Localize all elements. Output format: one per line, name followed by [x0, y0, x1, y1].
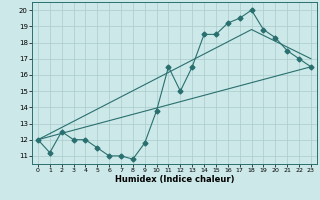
X-axis label: Humidex (Indice chaleur): Humidex (Indice chaleur): [115, 175, 234, 184]
